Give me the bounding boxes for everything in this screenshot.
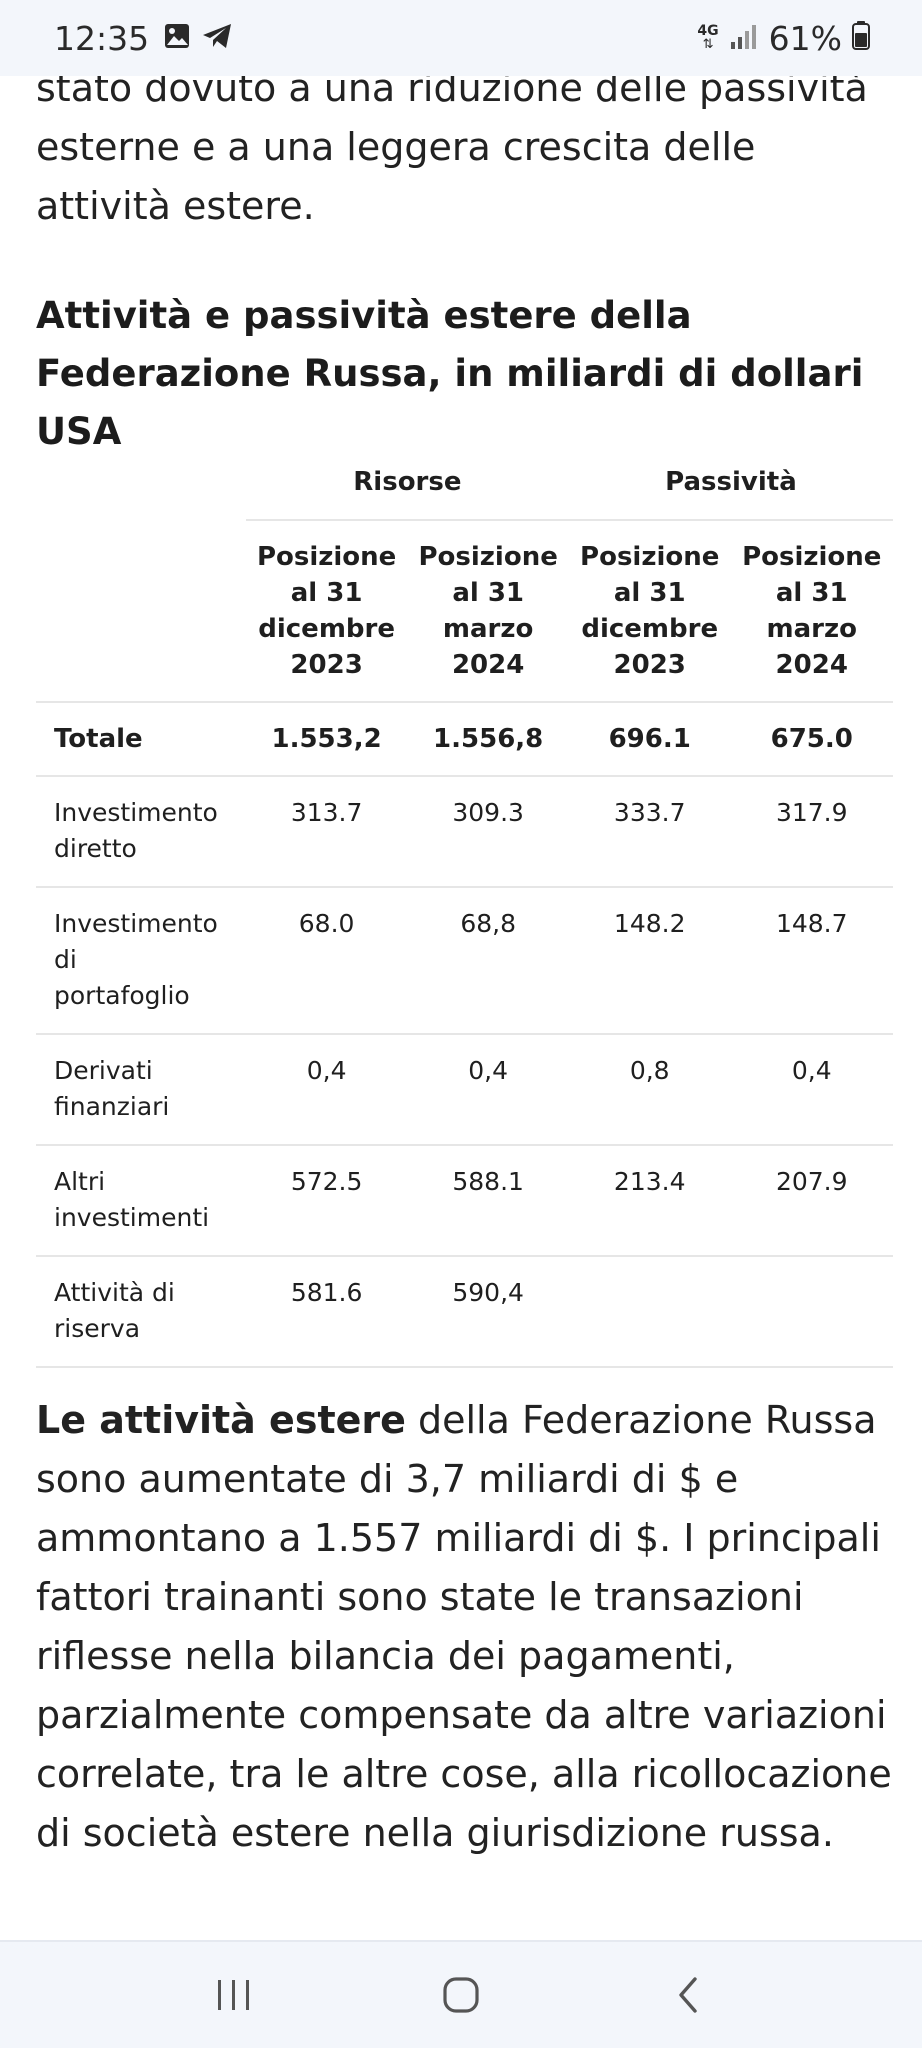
table-cell: 581.6 bbox=[245, 1256, 408, 1368]
network-indicator: 4G ⇅ bbox=[697, 24, 718, 52]
battery-icon bbox=[852, 19, 870, 58]
table-corner-cell bbox=[36, 441, 246, 520]
body-paragraph: Le attività estere della Federazione Rus… bbox=[36, 1391, 894, 1863]
table-cell: 0,8 bbox=[568, 1034, 731, 1146]
status-bar: 12:35 4G ⇅ 61% bbox=[0, 0, 922, 76]
table-cell: 572.5 bbox=[245, 1145, 408, 1257]
table-cell: 309.3 bbox=[407, 776, 569, 888]
lead-paragraph: stato dovuto a una riduzione delle passi… bbox=[36, 66, 868, 228]
back-button[interactable] bbox=[648, 1965, 728, 2025]
table-cell: 213.4 bbox=[568, 1145, 731, 1257]
table-cell: 68,8 bbox=[407, 887, 569, 1035]
navigation-bar bbox=[0, 1940, 922, 2048]
table-cell: 148.2 bbox=[568, 887, 731, 1035]
row-label: Attività di riserva bbox=[36, 1256, 246, 1368]
table-cell: 207.9 bbox=[730, 1145, 893, 1257]
table-cell: 317.9 bbox=[730, 776, 893, 888]
row-label: Investimento di portafoglio bbox=[36, 887, 246, 1035]
recent-apps-icon bbox=[217, 1980, 249, 2010]
table-cell bbox=[568, 1256, 731, 1368]
table-cell bbox=[730, 1256, 893, 1368]
column-header: Posizione al 31 marzo 2024 bbox=[407, 520, 569, 703]
data-arrows-icon: ⇅ bbox=[702, 37, 714, 52]
table-cell: 313.7 bbox=[245, 776, 408, 888]
signal-icon bbox=[729, 19, 759, 58]
row-label: Totale bbox=[36, 702, 246, 777]
table-cell: 0,4 bbox=[245, 1034, 408, 1146]
home-icon bbox=[443, 1977, 479, 2013]
table-row: Attività di riserva 581.6 590,4 bbox=[36, 1256, 893, 1368]
row-label: Investimento diretto bbox=[36, 776, 246, 888]
table-cell: 1.556,8 bbox=[407, 702, 569, 777]
column-header: Posizione al 31 dicembre 2023 bbox=[568, 520, 731, 703]
column-header: Posizione al 31 marzo 2024 bbox=[730, 520, 893, 703]
table-cell: 333.7 bbox=[568, 776, 731, 888]
row-label: Derivati finanziari bbox=[36, 1034, 246, 1146]
table-cell: 675.0 bbox=[730, 702, 893, 777]
gallery-icon bbox=[163, 19, 191, 58]
table-row: Totale 1.553,2 1.556,8 696.1 675.0 bbox=[36, 702, 893, 777]
table-cell: 1.553,2 bbox=[245, 702, 408, 777]
body-bold-lead: Le attività estere bbox=[36, 1398, 406, 1442]
status-left: 12:35 bbox=[54, 19, 233, 58]
body-rest: della Federazione Russa sono aumentate d… bbox=[36, 1398, 892, 1855]
row-label: Altri investimenti bbox=[36, 1145, 246, 1257]
group-header-resources: Risorse bbox=[245, 441, 569, 521]
table-cell: 148.7 bbox=[730, 887, 893, 1035]
column-header: Posizione al 31 dicembre 2023 bbox=[245, 520, 408, 703]
table-cell: 590,4 bbox=[407, 1256, 569, 1368]
status-time: 12:35 bbox=[54, 18, 150, 58]
section-title: Attività e passività estere della Federa… bbox=[36, 294, 864, 453]
table-cell: 696.1 bbox=[568, 702, 731, 777]
table-row: Investimento di portafoglio 68.0 68,8 14… bbox=[36, 887, 893, 1035]
assets-liabilities-table: Risorse Passività Posizione al 31 dicemb… bbox=[36, 441, 893, 1368]
table-subheader-row: Posizione al 31 dicembre 2023 Posizione … bbox=[36, 520, 893, 703]
table-cell: 0,4 bbox=[407, 1034, 569, 1146]
table-corner-cell bbox=[36, 520, 246, 703]
back-icon bbox=[679, 1977, 698, 2013]
group-header-liabilities: Passività bbox=[568, 441, 893, 521]
table-group-header-row: Risorse Passività bbox=[36, 441, 893, 521]
network-type: 4G bbox=[697, 23, 719, 39]
recent-apps-button[interactable] bbox=[194, 1965, 274, 2025]
telegram-icon bbox=[201, 19, 233, 58]
table-cell: 588.1 bbox=[407, 1145, 569, 1257]
table-row: Derivati finanziari 0,4 0,4 0,8 0,4 bbox=[36, 1034, 893, 1146]
home-button[interactable] bbox=[421, 1965, 501, 2025]
table-cell: 0,4 bbox=[730, 1034, 893, 1146]
table-cell: 68.0 bbox=[245, 887, 408, 1035]
status-right: 4G ⇅ 61% bbox=[697, 19, 870, 58]
battery-percent: 61% bbox=[768, 18, 842, 58]
table-row: Altri investimenti 572.5 588.1 213.4 207… bbox=[36, 1145, 893, 1257]
table-row: Investimento diretto 313.7 309.3 333.7 3… bbox=[36, 776, 893, 888]
